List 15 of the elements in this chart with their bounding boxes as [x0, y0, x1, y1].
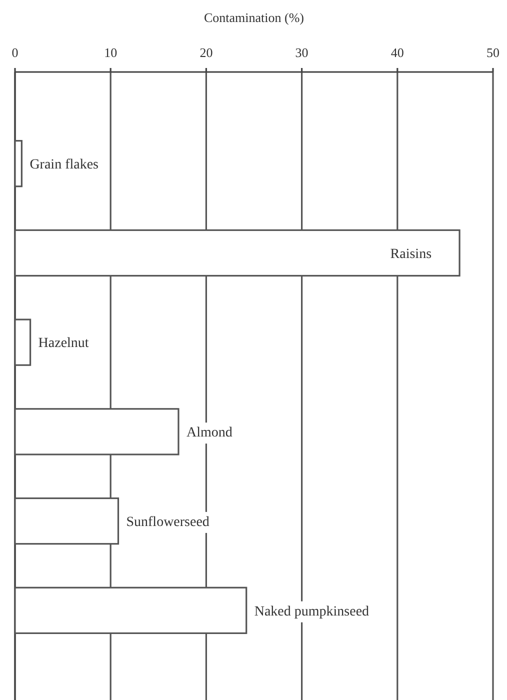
x-tick-label: 20 — [200, 45, 213, 60]
y-tick-label: Hazelnut — [38, 336, 89, 352]
x-tick-label: 10 — [104, 45, 118, 60]
y-tick-label: Sunflowerseed — [126, 514, 210, 530]
x-tick-label: 50 — [486, 45, 500, 60]
y-tick-label: Almond — [186, 426, 232, 441]
y-tick-label: Grain flakes — [30, 157, 99, 172]
y-tick-label: Raisins — [390, 246, 432, 262]
bar — [14, 318, 32, 366]
y-tick-label: Naked pumpkinseed — [254, 604, 370, 620]
bar — [14, 140, 22, 188]
x-tick-label: 0 — [12, 45, 18, 60]
x-axis-title: Contamination (%) — [204, 10, 304, 25]
x-tick-label: 30 — [295, 45, 308, 60]
x-tick-label: 40 — [390, 45, 404, 60]
